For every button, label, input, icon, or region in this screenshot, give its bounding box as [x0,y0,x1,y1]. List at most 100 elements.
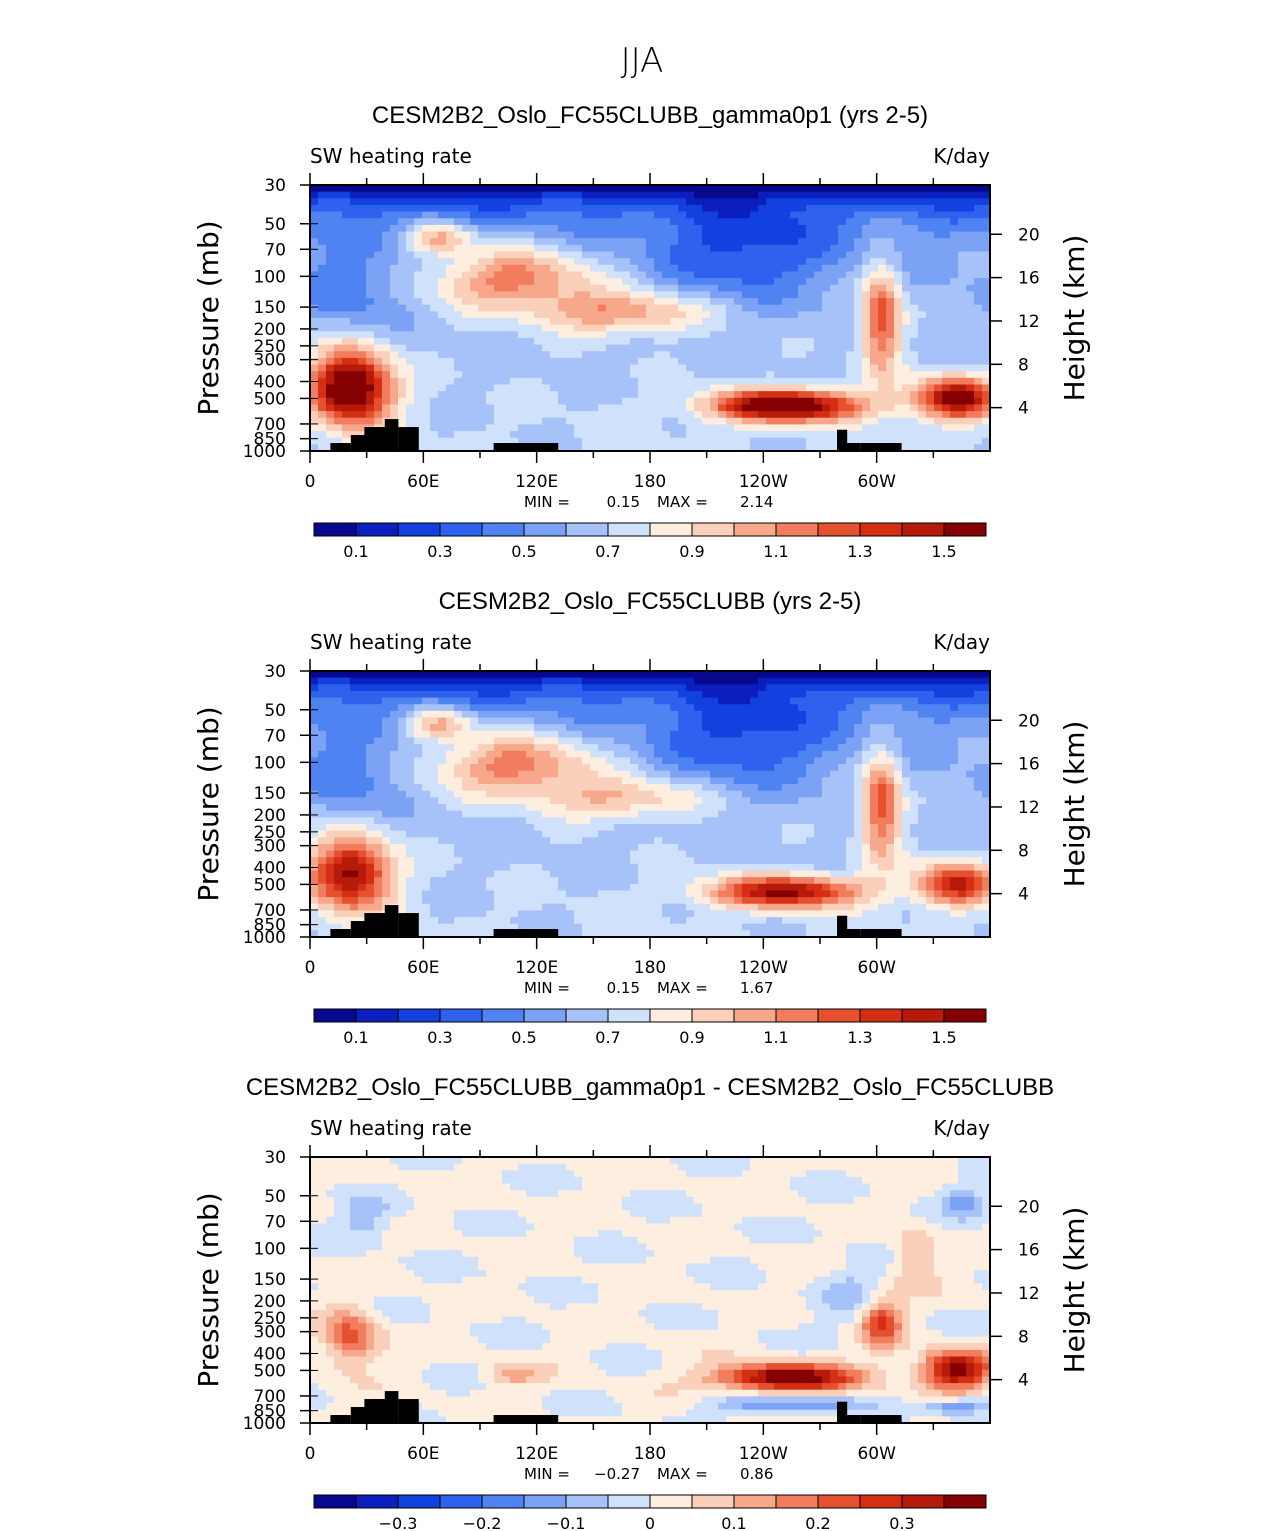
heatmap-cell [878,238,887,246]
heatmap-cell [662,750,671,759]
heatmap-cell [734,744,743,752]
heatmap-cell [486,224,495,233]
heatmap-cell [590,337,599,346]
heatmap-cell [582,724,591,732]
heatmap-cell [622,357,631,366]
heatmap-cell [694,224,703,233]
heatmap-cell [342,784,351,792]
heatmap-cell [582,344,591,352]
heatmap-cell [790,218,799,226]
heatmap-cell [390,331,399,339]
heatmap-cell [718,337,727,346]
heatmap-cell [358,431,367,439]
heatmap-cell [886,337,895,346]
heatmap-cell [934,324,943,332]
heatmap-cell [526,704,535,712]
heatmap-cell [574,437,583,445]
heatmap-cell [350,417,359,425]
heatmap-cell [350,764,359,772]
heatmap-cell [870,371,879,379]
heatmap-cell [606,298,615,306]
heatmap-cell [486,784,495,792]
heatmap-cell [766,371,775,379]
heatmap-cell [774,351,783,359]
heatmap-cell [318,271,327,279]
heatmap-cell [694,690,703,699]
heatmap-cell [334,191,343,199]
heatmap-cell [622,264,631,273]
heatmap-cell [326,444,335,452]
heatmap-cell [638,431,647,439]
heatmap-cell [446,744,455,752]
heatmap-cell [750,690,759,699]
heatmap-cell [622,710,631,719]
heatmap-cell [342,770,351,778]
heatmap-cell [766,431,775,439]
heatmap-cell [870,671,879,679]
heatmap-cell [406,284,415,292]
heatmap-cell [446,757,455,765]
heatmap-cell [734,244,743,253]
heatmap-cell [718,690,727,699]
heatmap-cell [702,437,711,445]
heatmap-cell [494,404,503,412]
heatmap-cell [462,757,471,765]
heatmap-cell [606,737,615,745]
heatmap-cell [758,284,767,292]
heatmap-cell [310,231,319,239]
heatmap-cell [854,278,863,286]
heatmap-cell [430,397,439,406]
heatmap-cell [702,737,711,745]
heatmap-cell [910,224,919,233]
heatmap-cell [446,284,455,292]
heatmap-cell [374,677,383,685]
heatmap-cell [830,730,839,739]
heatmap-cell [870,431,879,439]
heatmap-cell [398,770,407,778]
heatmap-cell [902,311,911,319]
heatmap-cell [614,218,623,226]
heatmap-cell [566,364,575,372]
heatmap-cell [782,258,791,266]
heatmap-cell [422,757,431,765]
heatmap-cell [974,431,983,439]
heatmap-cell [686,391,695,399]
heatmap-cell [446,704,455,712]
heatmap-cell [686,404,695,412]
heatmap-cell [718,424,727,432]
heatmap-cell [830,364,839,372]
heatmap-cell [638,764,647,772]
heatmap-cell [526,337,535,346]
heatmap-cell [486,304,495,312]
heatmap-cell [334,697,343,705]
heatmap-cell [726,185,735,193]
heatmap-cell [614,777,623,785]
heatmap-cell [710,331,719,339]
heatmap-cell [854,231,863,239]
heatmap-cell [574,337,583,346]
heatmap-cell [334,784,343,792]
heatmap-cell [854,224,863,233]
heatmap-cell [790,298,799,306]
heatmap-cell [678,397,687,406]
heatmap-cell [574,324,583,332]
heatmap-cell [430,218,439,226]
heatmap-cell [414,204,423,213]
heatmap-cell [462,284,471,292]
heatmap-cell [830,710,839,719]
heatmap-cell [470,724,479,732]
heatmap-cell [766,238,775,246]
heatmap-cell [710,690,719,699]
heatmap-cell [958,697,967,705]
heatmap-cell [638,318,647,326]
heatmap-cell [718,324,727,332]
heatmap-cell [974,777,983,785]
heatmap-cell [942,224,951,233]
heatmap-cell [382,730,391,739]
heatmap-cell [342,417,351,425]
heatmap-cell [358,764,367,772]
heatmap-cell [654,211,663,219]
heatmap-cell [542,750,551,759]
heatmap-cell [590,697,599,705]
heatmap-cell [550,724,559,732]
